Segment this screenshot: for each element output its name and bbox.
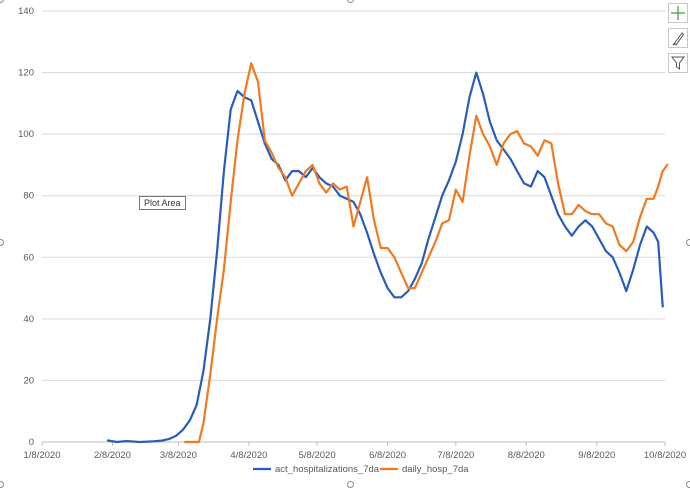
resize-handle-middle-left[interactable] xyxy=(0,239,4,246)
chart-styles-button[interactable] xyxy=(668,28,688,48)
y-tick-label: 100 xyxy=(18,129,34,140)
gridlines xyxy=(42,10,665,443)
x-tick-label: 1/8/2020 xyxy=(24,450,61,461)
plus-icon xyxy=(671,6,685,20)
x-axis: 1/8/2020 2/8/2020 3/8/2020 4/8/2020 5/8/2020… xyxy=(24,442,686,461)
y-tick-label: 20 xyxy=(23,375,34,386)
x-tick-label: 5/8/2020 xyxy=(299,450,336,461)
legend-label[interactable]: act_hospitalizations_7da xyxy=(275,464,380,475)
x-tick-label: 9/8/2020 xyxy=(578,450,615,461)
series-line-daily_hosp_7da[interactable] xyxy=(184,62,669,444)
chart-elements-button[interactable] xyxy=(668,3,688,23)
y-tick-label: 0 xyxy=(29,437,34,448)
y-tick-label: 80 xyxy=(23,191,34,202)
resize-handle-middle-right[interactable] xyxy=(686,239,690,246)
y-tick-label: 140 xyxy=(18,6,34,17)
chart-filters-button[interactable] xyxy=(668,53,688,73)
y-tick-label: 60 xyxy=(23,252,34,263)
x-tick-label: 6/8/2020 xyxy=(369,450,406,461)
x-tick-label: 10/8/2020 xyxy=(644,450,686,461)
x-tick-label: 8/8/2020 xyxy=(508,450,545,461)
x-tick-label: 3/8/2020 xyxy=(160,450,197,461)
plot-area-tooltip: Plot Area xyxy=(139,196,186,210)
y-tick-label: 120 xyxy=(18,68,34,79)
x-tick-label: 4/8/2020 xyxy=(230,450,267,461)
x-tick-label: 7/8/2020 xyxy=(437,450,474,461)
legend[interactable]: act_hospitalizations_7da daily_hosp_7da xyxy=(253,464,469,475)
plot-area[interactable] xyxy=(106,62,669,444)
series-line-act_hospitalizations_7da[interactable] xyxy=(106,71,664,444)
y-axis: 0 20 40 60 80 100 120 140 xyxy=(18,6,34,448)
x-tick-label: 2/8/2020 xyxy=(94,450,131,461)
y-tick-label: 40 xyxy=(23,314,34,325)
funnel-icon xyxy=(671,56,685,70)
brush-icon xyxy=(672,32,685,46)
legend-label[interactable]: daily_hosp_7da xyxy=(402,464,469,475)
